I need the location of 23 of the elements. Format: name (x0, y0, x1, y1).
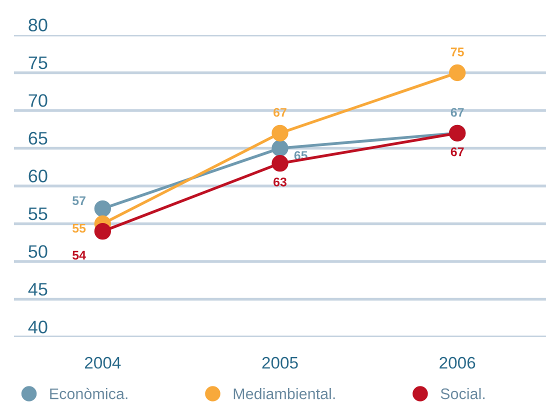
data-label: 57 (72, 196, 86, 206)
data-label: 54 (72, 250, 86, 260)
legend-label: Mediambiental. (234, 388, 335, 400)
y-tick-label: 70 (28, 94, 48, 107)
y-tick-label: 55 (28, 208, 48, 220)
y-tick-label: 50 (28, 245, 48, 258)
legend-label: Econòmica. (50, 388, 128, 400)
y-tick-label: 75 (28, 56, 48, 70)
data-label: 67 (450, 108, 464, 117)
data-label: 55 (72, 224, 86, 233)
y-tick-label: 40 (28, 320, 48, 334)
data-label: 67 (274, 108, 286, 117)
data-label: 67 (450, 147, 464, 156)
data-label: 75 (450, 48, 464, 56)
y-tick-label: 80 (28, 18, 48, 32)
y-tick-label: 65 (28, 132, 48, 145)
data-label: 63 (274, 178, 286, 186)
x-tick-label: 2006 (440, 356, 476, 369)
y-tick-label: 45 (28, 283, 48, 296)
x-tick-label: 2005 (262, 356, 298, 369)
y-tick-label: 60 (28, 170, 48, 182)
legend-label: Social. (440, 388, 485, 400)
x-tick-label: 2004 (84, 356, 121, 369)
